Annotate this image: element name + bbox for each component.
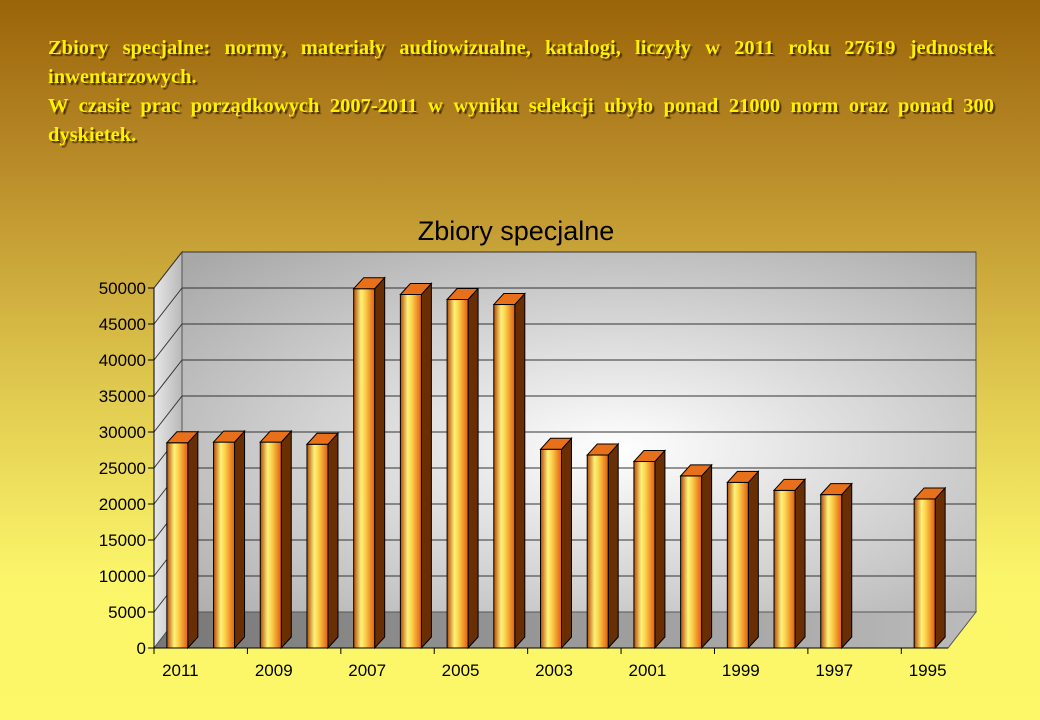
bar bbox=[213, 441, 236, 649]
bar-top bbox=[772, 478, 807, 491]
bar bbox=[399, 293, 422, 649]
bar bbox=[166, 442, 189, 649]
chart-title: Zbiory specjalne bbox=[418, 216, 615, 246]
bar-side bbox=[234, 429, 246, 650]
gridline-side bbox=[153, 251, 183, 289]
heading-line-1: Zbiory specjalne: normy, materiały audio… bbox=[48, 37, 994, 88]
x-tick-label: 1997 bbox=[815, 661, 853, 680]
x-tick-label: 1999 bbox=[722, 661, 760, 680]
gridline-side bbox=[153, 323, 183, 361]
bar-top bbox=[165, 431, 199, 444]
bar-side bbox=[374, 276, 386, 650]
bar-side bbox=[607, 442, 619, 650]
bar bbox=[353, 288, 376, 649]
bar-side bbox=[514, 292, 526, 650]
gridline-side bbox=[153, 287, 183, 325]
bar-side bbox=[187, 430, 199, 650]
heading-text: Zbiory specjalne: normy, materiały audio… bbox=[48, 34, 994, 150]
bar bbox=[259, 441, 282, 649]
bar-side bbox=[701, 463, 713, 650]
y-tick-label: 5000 bbox=[108, 603, 146, 622]
bar-top bbox=[445, 288, 480, 301]
y-tick-label: 30000 bbox=[99, 423, 146, 442]
x-tick-label: 2011 bbox=[162, 661, 199, 680]
bar-top bbox=[352, 277, 386, 290]
x-tick-label: 1995 bbox=[909, 661, 947, 680]
y-tick-label: 45000 bbox=[99, 315, 146, 334]
bar-top bbox=[305, 432, 340, 445]
bar-top bbox=[259, 430, 293, 443]
y-tick-label: 35000 bbox=[99, 387, 146, 406]
y-tick-label: 25000 bbox=[99, 459, 146, 478]
bar bbox=[633, 461, 656, 649]
bar-side bbox=[747, 470, 759, 650]
x-tick-label: 2007 bbox=[348, 661, 386, 680]
y-tick-label: 15000 bbox=[99, 531, 146, 550]
bar-top bbox=[212, 430, 246, 443]
bar bbox=[446, 299, 469, 649]
bar-top bbox=[819, 483, 853, 496]
gridline-side bbox=[153, 395, 183, 433]
y-tick-label: 0 bbox=[137, 639, 146, 658]
bar-side bbox=[327, 431, 339, 650]
bar-top bbox=[913, 487, 947, 500]
bar bbox=[913, 498, 936, 649]
bar bbox=[306, 443, 329, 649]
x-tick-label: 2003 bbox=[535, 661, 573, 680]
bar bbox=[586, 454, 609, 649]
bar bbox=[773, 489, 796, 649]
bar-side bbox=[654, 449, 666, 650]
heading-line-2: W czasie prac porządkowych 2007-2011 w w… bbox=[48, 95, 994, 146]
bar-side bbox=[280, 429, 292, 650]
bar bbox=[493, 304, 516, 649]
y-tick-label: 20000 bbox=[99, 495, 146, 514]
bar-side bbox=[794, 478, 806, 650]
bar-top bbox=[399, 282, 433, 295]
x-tick-label: 2009 bbox=[255, 661, 293, 680]
bar bbox=[680, 475, 703, 649]
bar-top bbox=[679, 464, 713, 477]
plot-area: 0 5000 10000 15000 20000 25000 30000 35000 40000… bbox=[99, 250, 978, 680]
x-tick-label: 2001 bbox=[628, 661, 666, 680]
y-tick-label: 40000 bbox=[99, 351, 146, 370]
bar-top bbox=[586, 443, 620, 456]
x-tick-label: 2005 bbox=[442, 661, 480, 680]
bar-top bbox=[492, 293, 526, 306]
bar-top bbox=[632, 450, 667, 463]
y-tick-label: 10000 bbox=[99, 567, 146, 586]
bar-side bbox=[420, 282, 432, 650]
bar-side bbox=[467, 287, 479, 650]
bar-side bbox=[934, 486, 946, 650]
bar-side bbox=[561, 436, 572, 650]
bar bbox=[540, 448, 562, 649]
bar-top bbox=[539, 437, 573, 450]
bar-top bbox=[726, 470, 760, 483]
bar bbox=[820, 494, 843, 649]
gridline-side bbox=[153, 359, 183, 397]
bar-side bbox=[841, 482, 853, 650]
bar bbox=[726, 481, 749, 649]
y-tick-label: 50000 bbox=[99, 279, 146, 298]
